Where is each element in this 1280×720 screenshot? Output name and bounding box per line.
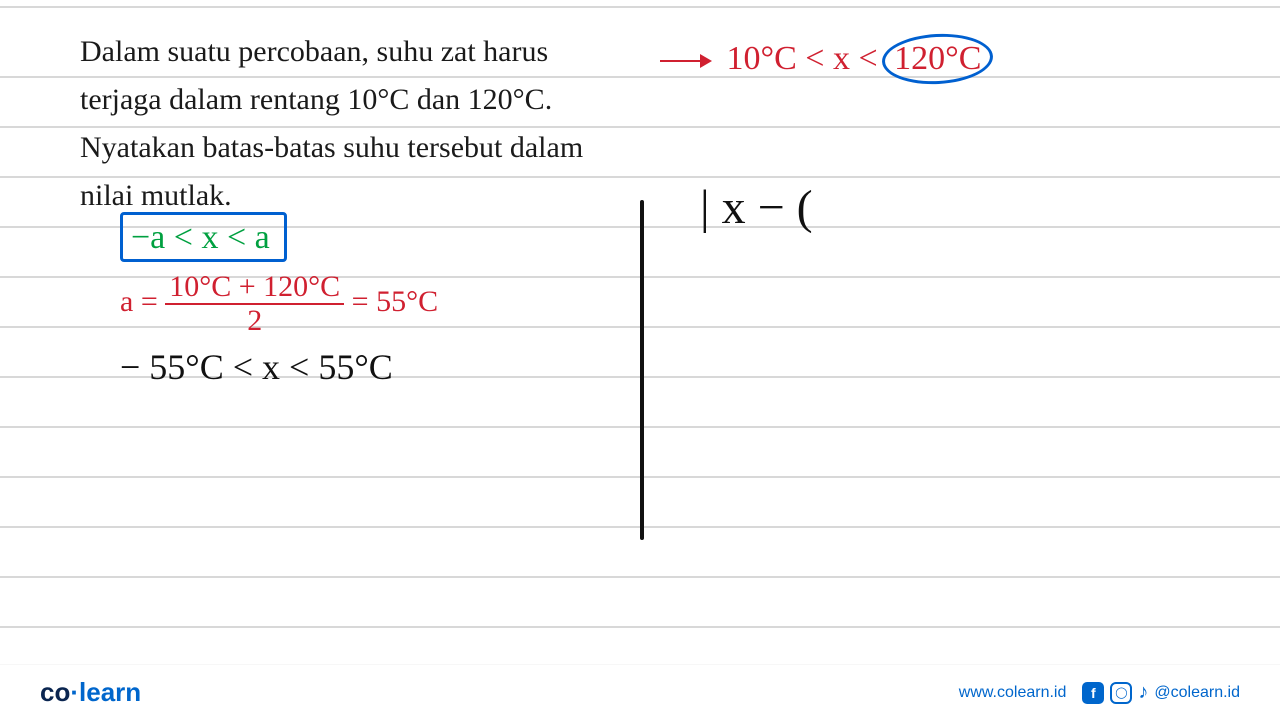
footer-right: www.colearn.id f ◯ ♪ @colearn.id [959,681,1240,704]
social-handle: @colearn.id [1154,684,1240,702]
logo-dot: · [70,677,79,707]
midpoint-fraction: 10°C + 120°C 2 [165,270,344,338]
brand-logo: co·learn [40,677,141,708]
arrow-icon [660,60,710,62]
footer: co·learn www.colearn.id f ◯ ♪ @colearn.i… [0,664,1280,720]
formula-box-line: −a < x < a [120,212,438,262]
website-link[interactable]: www.colearn.id [959,684,1067,702]
inequality-annotation: 10°C < x < 120°C [660,38,989,80]
midpoint-line: a = 10°C + 120°C 2 = 55°C [120,270,438,338]
circled-value: 120°C [886,38,989,80]
work-area-left: −a < x < a a = 10°C + 120°C 2 = 55°C − 5… [120,212,438,396]
vertical-divider [640,200,644,540]
lt-symbol-2: < [858,40,877,77]
facebook-icon[interactable]: f [1082,682,1104,704]
social-icons: f ◯ ♪ @colearn.id [1082,681,1240,704]
right-work: | x − ( [700,180,813,235]
fraction-denominator: 2 [165,304,344,338]
inequality-left: 10°C [727,40,797,77]
logo-learn: learn [79,677,141,707]
logo-co: co [40,677,70,707]
lt-symbol-1: < [805,40,824,77]
substituted-line: − 55°C < x < 55°C [120,346,438,388]
problem-line-2: terjaga dalam rentang 10°C dan 120°C. [80,76,1240,124]
problem-line-3: Nyatakan batas-batas suhu tersebut dalam [80,124,1240,172]
fraction-numerator: 10°C + 120°C [165,270,344,305]
midpoint-result: = 55°C [352,285,438,318]
formula-box: −a < x < a [120,212,287,262]
formula-text: −a < x < a [131,219,270,256]
tiktok-icon[interactable]: ♪ [1138,681,1148,704]
inequality-var: x [833,40,850,77]
midpoint-lhs: a = [120,285,158,318]
instagram-icon[interactable]: ◯ [1110,682,1132,704]
